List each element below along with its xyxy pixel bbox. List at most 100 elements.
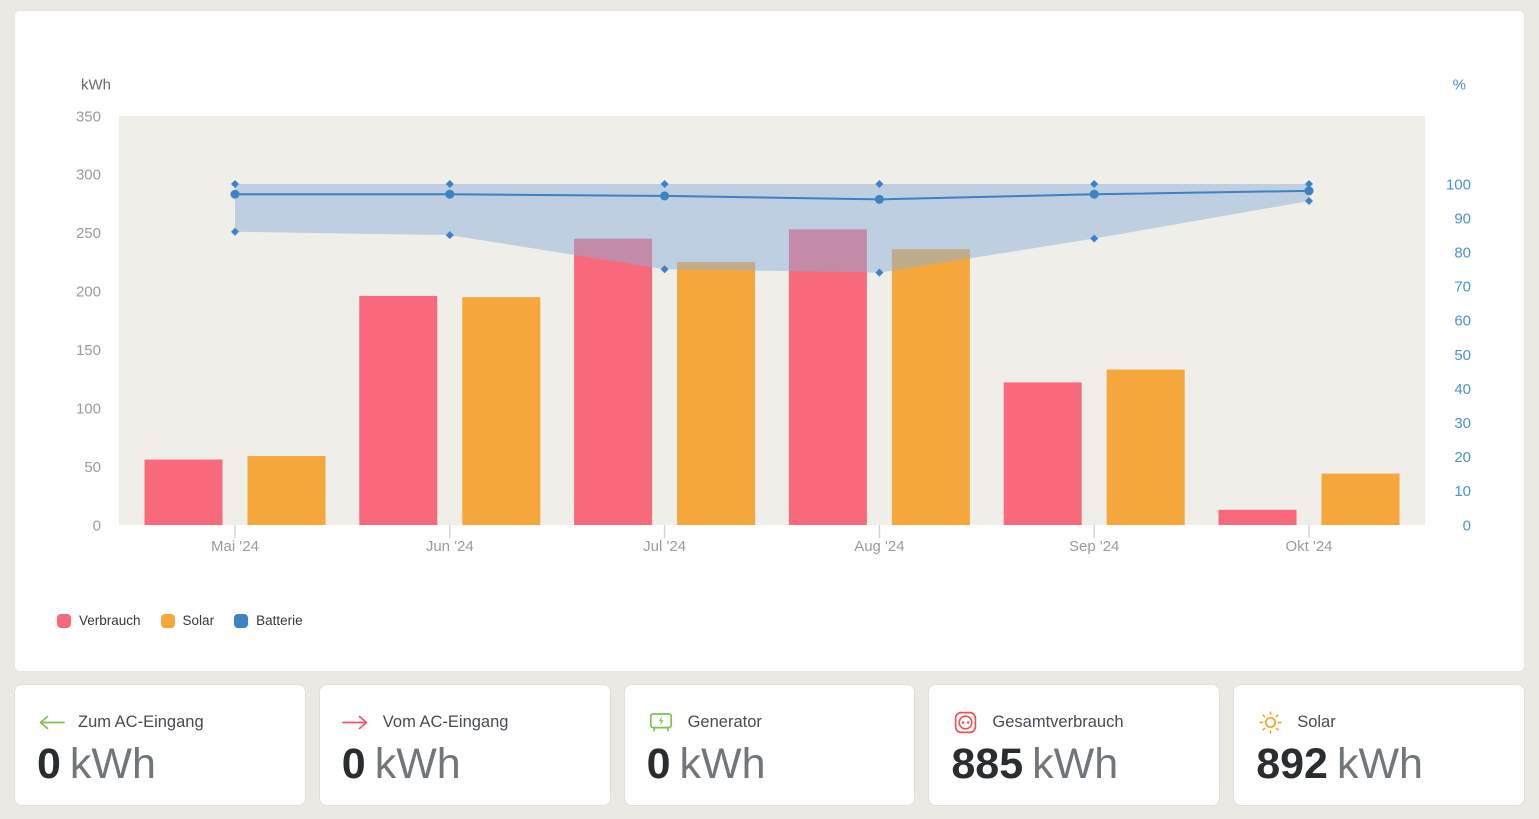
socket-icon (951, 711, 979, 734)
stat-value-row: 0 kWh (342, 743, 600, 786)
bar-verbrauch-5[interactable] (1218, 509, 1297, 525)
x-label-4: Sep '24 (1069, 538, 1119, 555)
svg-text:200: 200 (76, 284, 101, 301)
bar-verbrauch-0[interactable] (144, 459, 223, 525)
svg-text:20: 20 (1454, 449, 1471, 466)
y-axis-right-labels: 0 10 20 30 40 50 60 70 80 90 100 (1446, 176, 1471, 534)
legend-label: Batterie (256, 613, 303, 628)
svg-text:0: 0 (1463, 517, 1471, 534)
battery-min-marker-2[interactable] (660, 265, 669, 274)
bar-series-solar (247, 249, 1400, 525)
svg-text:100: 100 (76, 400, 101, 417)
bar-solar-0[interactable] (247, 456, 326, 525)
svg-text:100: 100 (1446, 176, 1471, 193)
stat-unit: kWh (679, 740, 766, 788)
chart-legend: Verbrauch Solar Batterie (57, 613, 303, 628)
x-label-3: Aug '24 (854, 538, 904, 555)
stat-value: 0 (646, 740, 671, 788)
battery-max-marker-4[interactable] (1090, 180, 1099, 188)
svg-text:300: 300 (76, 167, 101, 184)
svg-text:50: 50 (84, 459, 101, 476)
svg-text:90: 90 (1454, 210, 1471, 227)
legend-label: Solar (182, 613, 215, 628)
svg-text:30: 30 (1454, 415, 1471, 432)
arrow-right-icon (342, 714, 370, 731)
arrow-left-icon (37, 714, 65, 731)
stat-card-vom-ac-eingang: Vom AC-Eingang 0 kWh (318, 684, 611, 806)
stat-label: Solar (1297, 712, 1336, 731)
stat-unit: kWh (1032, 740, 1119, 788)
battery-line (235, 189, 1310, 201)
svg-text:50: 50 (1454, 347, 1471, 364)
svg-text:40: 40 (1454, 381, 1471, 398)
sun-icon (1256, 710, 1284, 735)
y-axis-left-title: kWh (81, 76, 111, 93)
x-axis-labels: Mai '24 Jun '24 Jul '24 Aug '24 Sep '24 Okt '… (211, 525, 1333, 555)
stat-value-row: 0 kWh (37, 743, 295, 786)
stat-value: 0 (341, 740, 366, 788)
battery-avg-marker-4[interactable] (1089, 189, 1099, 199)
battery-max-marker-5[interactable] (1305, 180, 1313, 188)
stat-value-row: 885 kWh (951, 743, 1209, 786)
bar-verbrauch-1[interactable] (359, 295, 438, 525)
x-label-2: Jul '24 (643, 538, 686, 555)
battery-min-marker-1[interactable] (445, 231, 454, 240)
battery-avg-marker-5[interactable] (1304, 186, 1314, 196)
battery-max-marker-1[interactable] (445, 180, 454, 188)
bar-solar-1[interactable] (462, 297, 541, 525)
stat-value: 885 (951, 740, 1024, 788)
svg-text:70: 70 (1454, 279, 1471, 296)
stat-label: Gesamtverbrauch (992, 712, 1124, 731)
stat-card-generator: Generator 0 kWh (623, 684, 916, 806)
svg-text:0: 0 (93, 517, 101, 534)
stats-row: Zum AC-Eingang 0 kWh Vom AC-Eingang 0 kWh (14, 684, 1525, 806)
x-label-1: Jun '24 (426, 538, 474, 555)
svg-text:60: 60 (1454, 313, 1471, 330)
battery-min-marker-4[interactable] (1090, 234, 1099, 243)
stat-unit: kWh (374, 740, 461, 788)
battery-min-marker-5[interactable] (1305, 197, 1313, 206)
bar-solar-5[interactable] (1321, 473, 1400, 525)
battery-avg-marker-0[interactable] (230, 189, 240, 199)
bar-verbrauch-2[interactable] (574, 238, 653, 525)
x-label-5: Okt '24 (1285, 538, 1332, 555)
stat-value-row: 0 kWh (647, 743, 905, 786)
battery-markers (230, 180, 1314, 277)
legend-item-verbrauch[interactable]: Verbrauch (57, 613, 141, 628)
battery-band (235, 184, 1309, 273)
svg-text:80: 80 (1454, 244, 1471, 261)
stat-value: 0 (37, 740, 61, 788)
battery-max-marker-0[interactable] (231, 180, 239, 188)
chart-card: 0 50 100 150 200 250 300 350 kWh 0 10 20 30 40 50 60 70 8… (14, 10, 1525, 672)
battery-max-marker-3[interactable] (875, 180, 884, 188)
verbrauch-swatch (57, 613, 71, 628)
legend-item-batterie[interactable]: Batterie (234, 613, 303, 628)
stat-label: Generator (687, 712, 762, 731)
battery-avg-marker-2[interactable] (660, 191, 670, 201)
stat-value: 892 (1256, 740, 1328, 788)
y-axis-right-title: % (1453, 76, 1466, 93)
battery-max-marker-2[interactable] (660, 180, 669, 188)
x-label-0: Mai '24 (211, 538, 259, 555)
batterie-swatch (234, 613, 249, 628)
energy-chart[interactable]: 0 50 100 150 200 250 300 350 kWh 0 10 20 30 40 50 60 70 8… (15, 11, 1526, 571)
bar-verbrauch-4[interactable] (1003, 382, 1082, 525)
battery-min-marker-0[interactable] (231, 227, 239, 236)
svg-text:10: 10 (1454, 483, 1471, 500)
bar-verbrauch-3[interactable] (788, 229, 867, 525)
battery-avg-marker-3[interactable] (874, 194, 884, 204)
stat-card-zum-ac-eingang: Zum AC-Eingang 0 kWh (14, 684, 306, 806)
battery-avg-marker-1[interactable] (445, 189, 455, 199)
legend-label: Verbrauch (79, 613, 141, 628)
svg-text:350: 350 (76, 108, 101, 125)
legend-item-solar[interactable]: Solar (160, 613, 215, 628)
bar-solar-4[interactable] (1106, 369, 1185, 525)
stat-value-row: 892 kWh (1256, 743, 1514, 786)
battery-min-marker-3[interactable] (875, 268, 884, 277)
y-axis-left-labels: 0 50 100 150 200 250 300 350 (76, 108, 101, 534)
bar-solar-2[interactable] (677, 262, 756, 525)
stat-unit: kWh (69, 740, 156, 788)
stat-label: Zum AC-Eingang (78, 712, 204, 731)
bar-solar-3[interactable] (891, 249, 970, 525)
svg-text:250: 250 (76, 225, 101, 242)
